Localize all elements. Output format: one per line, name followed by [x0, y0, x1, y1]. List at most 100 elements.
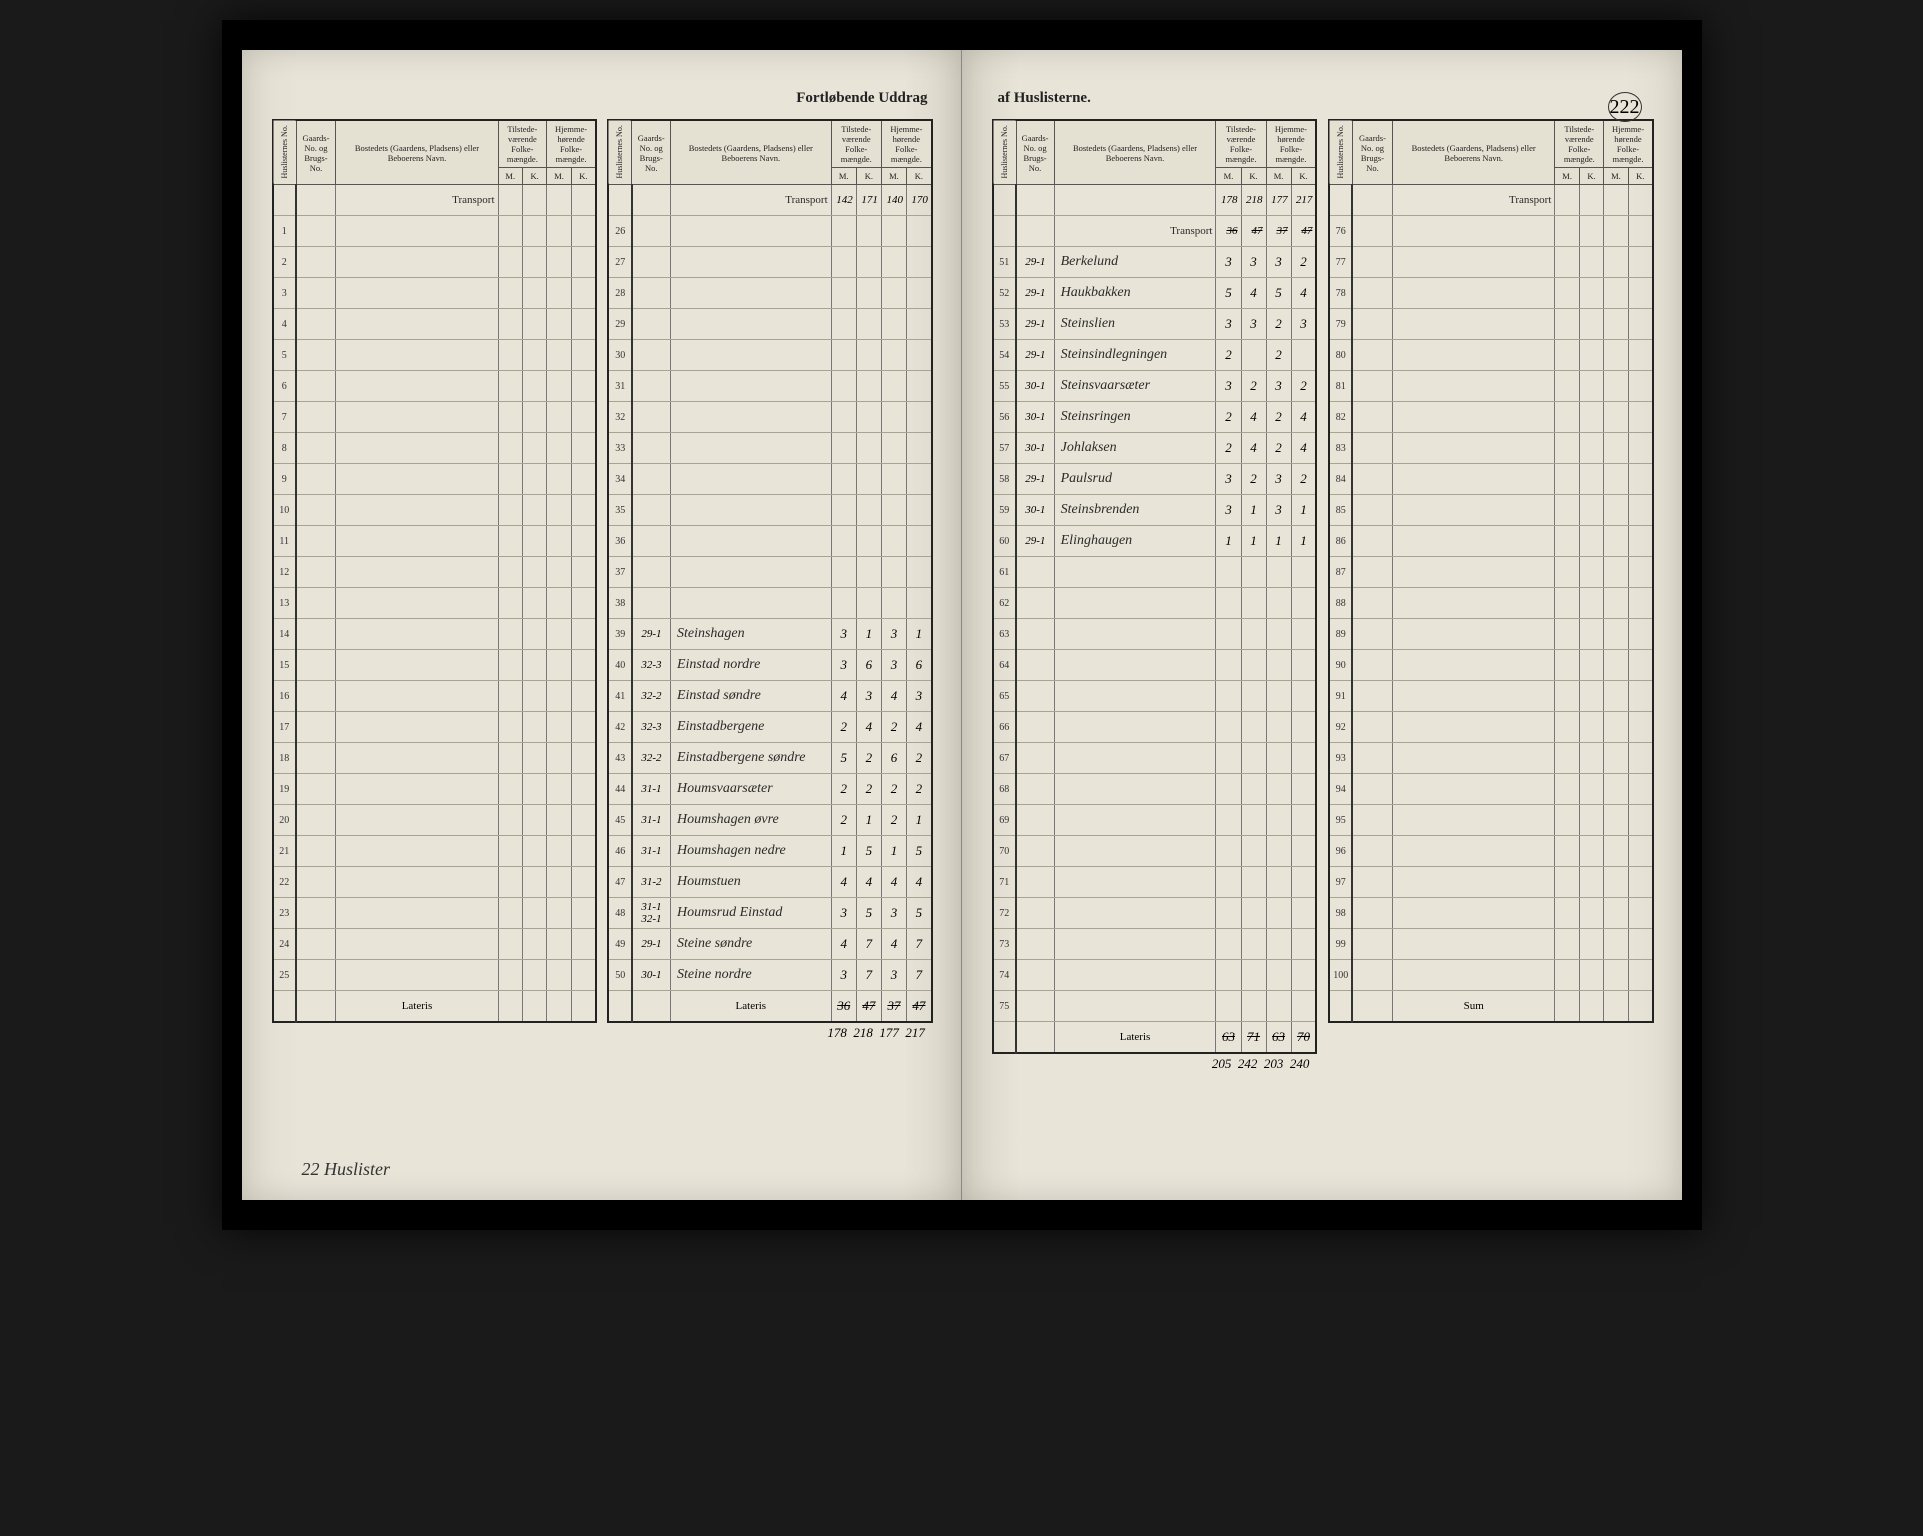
- hjemme-k: [1291, 867, 1316, 898]
- hjemme-m: [547, 216, 572, 247]
- hjemme-k: 2: [907, 743, 932, 774]
- hjemme-k: [907, 371, 932, 402]
- tilstede-k: 2: [1241, 371, 1266, 402]
- row-number: 77: [1329, 247, 1353, 278]
- bosted-name: [1054, 805, 1216, 836]
- bosted-name: Steinsringen: [1054, 402, 1216, 433]
- row-number: 57: [993, 433, 1017, 464]
- table-row: 55 30-1 Steinsvaarsæter 3 2 3 2: [993, 371, 1317, 402]
- row-number: 25: [273, 960, 297, 991]
- col-hjemme: Hjemme-hørende Folke-mængde.: [547, 120, 596, 168]
- table-row: 82: [1329, 402, 1653, 433]
- lateris-row: Lateris: [273, 991, 596, 1022]
- table-row: 26: [608, 216, 931, 247]
- tilstede-m: 3: [1216, 371, 1241, 402]
- bosted-name: Einstadbergene søndre: [670, 743, 831, 774]
- transport-row: Transport: [273, 185, 596, 216]
- hjemme-k: [1628, 309, 1653, 340]
- gaard-no: [632, 464, 670, 495]
- gaard-no: 30-1: [1016, 371, 1054, 402]
- bosted-name: [336, 867, 498, 898]
- gaard-no: [632, 309, 670, 340]
- table-row: 7: [273, 402, 596, 433]
- hjemme-k: [1291, 340, 1316, 371]
- tilstede-m: [498, 216, 522, 247]
- hjemme-k: [571, 681, 596, 712]
- table-row: 16: [273, 681, 596, 712]
- hjemme-m: [1266, 650, 1291, 681]
- tilstede-m: [1216, 650, 1241, 681]
- hjemme-m: 2: [881, 805, 906, 836]
- hjemme-k: [571, 216, 596, 247]
- col-hjemme: Hjemme-hørende Folke-mængde.: [1604, 120, 1653, 168]
- tilstede-k: 3: [1241, 309, 1266, 340]
- table-header: Huslisternes No. Gaards-No. og Brugs-No.…: [273, 120, 596, 185]
- col-bosted: Bostedets (Gaardens, Pladsens) eller Beb…: [670, 120, 831, 185]
- gaard-no: [296, 681, 336, 712]
- hjemme-m: [881, 402, 906, 433]
- tilstede-k: 2: [856, 774, 881, 805]
- gaard-no: 32-2: [632, 743, 670, 774]
- tilstede-m: [831, 526, 856, 557]
- transport-row: Transport 3647 3747: [993, 216, 1317, 247]
- tilstede-m: [498, 557, 522, 588]
- row-number: 80: [1329, 340, 1353, 371]
- col-tilstede: Tilstede-værende Folke-mængde.: [1555, 120, 1604, 168]
- tilstede-k: 4: [856, 712, 881, 743]
- gaard-no: [1016, 960, 1054, 991]
- hjemme-m: [1266, 681, 1291, 712]
- bosted-name: [1392, 402, 1554, 433]
- col-k: K.: [1628, 168, 1653, 185]
- tilstede-k: 5: [856, 898, 881, 929]
- tilstede-k: [1579, 588, 1603, 619]
- gaard-no: [1016, 743, 1054, 774]
- gaard-no: [1016, 681, 1054, 712]
- row-number: 2: [273, 247, 297, 278]
- row-number: 99: [1329, 929, 1353, 960]
- bosted-name: [1392, 309, 1554, 340]
- hjemme-k: [571, 247, 596, 278]
- table-row: 47 31-2 Houmstuen 4 4 4 4: [608, 867, 931, 898]
- bosted-name: Houmsrud Einstad: [670, 898, 831, 929]
- tilstede-k: [1579, 433, 1603, 464]
- gaard-no: [1352, 836, 1392, 867]
- table-row: 38: [608, 588, 931, 619]
- bosted-name: [1054, 619, 1216, 650]
- hjemme-m: [1604, 402, 1629, 433]
- row-number: 91: [1329, 681, 1353, 712]
- bosted-name: [1392, 464, 1554, 495]
- gaard-no: [1352, 309, 1392, 340]
- tilstede-k: 5: [856, 836, 881, 867]
- tilstede-m: 3: [831, 650, 856, 681]
- row-number: 42: [608, 712, 632, 743]
- row-number: 100: [1329, 960, 1353, 991]
- tilstede-m: [831, 309, 856, 340]
- table-row: 44 31-1 Houmsvaarsæter 2 2 2 2: [608, 774, 931, 805]
- tilstede-k: [1241, 340, 1266, 371]
- bosted-name: [1392, 898, 1554, 929]
- table-row: 9: [273, 464, 596, 495]
- tilstede-m: [498, 495, 522, 526]
- row-number: 19: [273, 774, 297, 805]
- tilstede-m: [1555, 650, 1579, 681]
- hjemme-m: 6: [881, 743, 906, 774]
- tilstede-m: 3: [1216, 309, 1241, 340]
- hjemme-m: 3: [881, 960, 906, 991]
- table-row: 24: [273, 929, 596, 960]
- bosted-name: [670, 371, 831, 402]
- hjemme-k: 1: [907, 619, 932, 650]
- table-row: 91: [1329, 681, 1653, 712]
- bosted-name: [336, 340, 498, 371]
- transport-row-top: 178218 177217: [993, 185, 1317, 216]
- tilstede-k: [1241, 588, 1266, 619]
- hjemme-k: [1291, 557, 1316, 588]
- hjemme-m: [1266, 836, 1291, 867]
- tilstede-m: [1216, 867, 1241, 898]
- ledger-table-2: Huslisternes No. Gaards-No. og Brugs-No.…: [607, 119, 932, 1023]
- table-row: 73: [993, 929, 1317, 960]
- hjemme-m: 4: [881, 929, 906, 960]
- tilstede-k: [1579, 526, 1603, 557]
- gaard-no: [1016, 619, 1054, 650]
- hjemme-m: [547, 960, 572, 991]
- tilstede-m: [1216, 619, 1241, 650]
